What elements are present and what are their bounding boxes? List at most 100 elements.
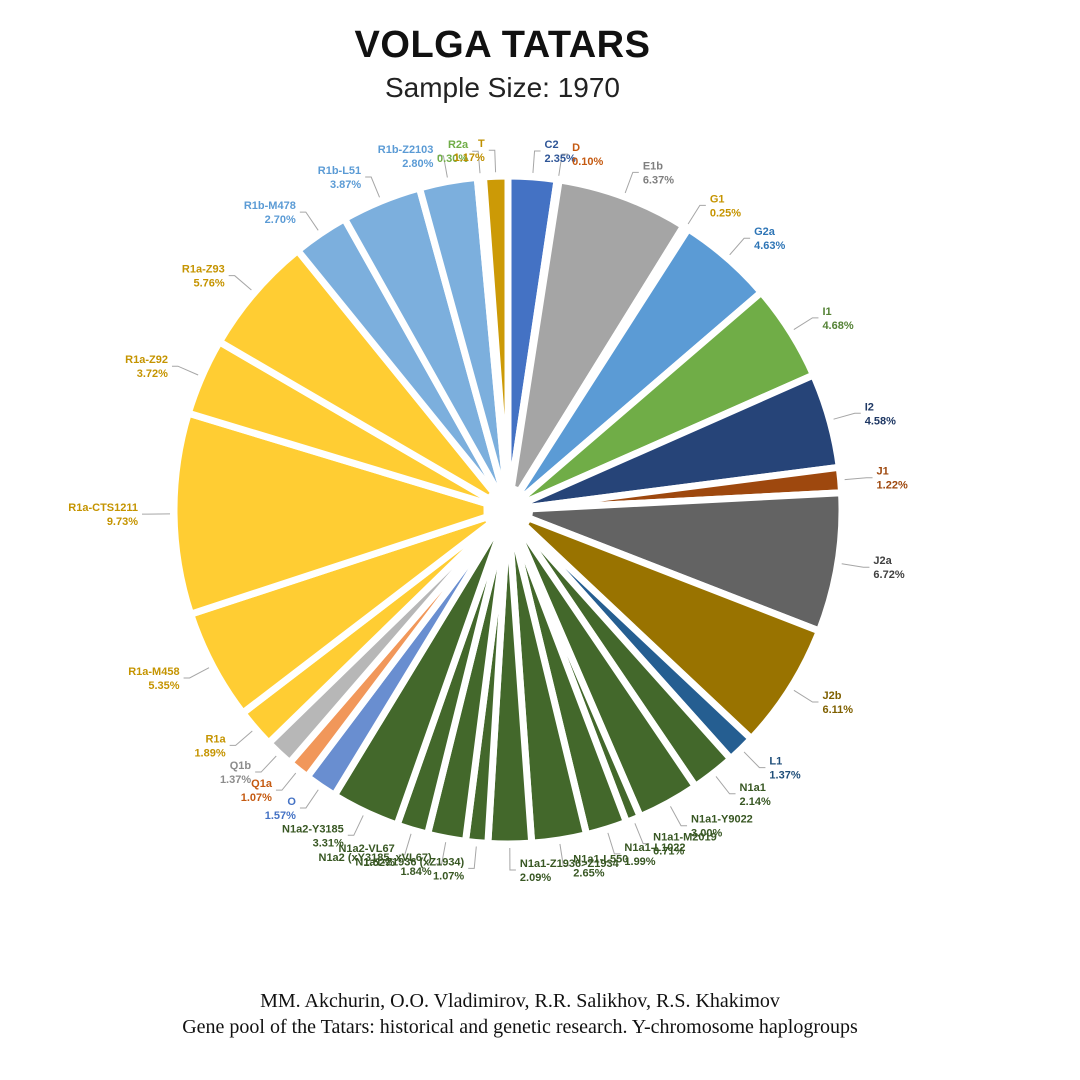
leader-line-c2 [532, 150, 541, 173]
citation-title: Gene pool of the Tatars: historical and … [182, 1016, 858, 1038]
slice-label-g1: G1 0.25% [710, 193, 741, 219]
slice-label-j1: J1 1.22% [877, 466, 908, 492]
slice-label-r1a: R1a 1.89% [194, 733, 226, 759]
slice-label-percent: 1.17% [454, 152, 485, 164]
slice-label-name: N1a2-VL67 [338, 843, 394, 855]
leader-line-l1 [743, 751, 766, 769]
label-leader-lines [142, 149, 873, 871]
slice-label-r1a-z92: R1a-Z92 3.72% [125, 354, 168, 380]
slice-label-percent: 9.73% [107, 516, 138, 528]
slice-label-name: N1a1-Z1936>Z1934 [520, 858, 620, 870]
slice-label-name: R1a-M458 [128, 666, 179, 678]
slice-label-name: N1a2-Y3185 [282, 823, 344, 835]
slice-label-r1a-m458: R1a-M458 5.35% [128, 666, 180, 692]
leader-line-d [558, 153, 569, 176]
slice-label-name: N1a1-L550 [573, 854, 628, 866]
slice-label-r1b-z2103: R1b-Z2103 2.80% [378, 144, 434, 170]
leader-line-j2a [841, 563, 870, 568]
slice-label-j2a: J2a 6.72% [873, 555, 904, 581]
leader-line-n1a1-l550 [559, 843, 570, 867]
slice-label-percent: 2.35% [545, 153, 576, 165]
pie-center-hole [486, 488, 530, 532]
slice-label-name: I2 [865, 401, 874, 413]
slice-label-g2a: G2a 4.63% [754, 226, 785, 252]
leader-line-o [299, 789, 319, 809]
leader-line-n1a1-l1022 [607, 832, 621, 855]
slice-label-n1a1-l550: N1a1-L550 2.65% [573, 854, 628, 880]
slice-label-percent: 1.57% [265, 810, 296, 822]
leader-line-i1 [793, 317, 819, 331]
slice-label-name: Q1b [230, 760, 252, 772]
slice-label-name: J1 [877, 466, 889, 478]
leader-line-g1 [687, 204, 706, 225]
slice-label-percent: 4.68% [822, 320, 853, 332]
slice-label-r1b-l51: R1b-L51 3.87% [318, 165, 362, 191]
leader-line-g2a [729, 237, 751, 256]
slice-label-percent: 4.58% [865, 415, 896, 427]
leader-line-n1a1 [715, 776, 736, 795]
leader-line-r1a [229, 730, 253, 746]
slice-label-d: D 0.10% [572, 142, 603, 168]
leader-line-e1b [624, 171, 639, 194]
slice-label-name: Q1a [251, 778, 273, 790]
slice-label-percent: 2.80% [402, 158, 433, 170]
slice-label-percent: 1.84% [400, 866, 431, 878]
slice-label-q1b: Q1b 1.37% [220, 760, 251, 786]
slice-label-percent: 6.11% [823, 704, 854, 716]
slice-label-percent: 1.52% [364, 857, 395, 869]
slice-label-percent: 2.09% [520, 872, 551, 884]
slice-label-percent: 3.00% [691, 828, 722, 840]
leader-line-n1a2-xy3185-xvl67 [435, 842, 447, 865]
slice-label-name: O [287, 796, 296, 808]
slice-label-percent: 3.72% [137, 368, 168, 380]
leader-line-j2b [793, 689, 819, 703]
slice-label-n1a1-z1936-xz1934: N1a1-Z1936 (xZ1934) 1.07% [355, 856, 464, 882]
slice-label-name: D [572, 142, 580, 154]
slice-label-n1a1: N1a1 2.14% [740, 782, 771, 808]
slice-label-t: T 1.17% [454, 138, 485, 164]
leader-line-r1b-z2103 [437, 155, 448, 178]
slice-label-name: G1 [710, 193, 725, 205]
leader-line-i2 [833, 412, 861, 420]
leader-line-q1b [255, 755, 277, 773]
slice-label-name: T [478, 138, 485, 150]
slice-label-percent: 1.99% [624, 856, 655, 868]
slice-label-n1a2-y3185: N1a2-Y3185 3.31% [282, 823, 344, 849]
leader-line-n1a1-z1936-xz1934 [468, 846, 477, 869]
leader-line-r1a-m458 [183, 667, 210, 679]
slice-label-name: N1a2 (xY3185. xVL67) [319, 852, 432, 864]
slice-label-i2: I2 4.58% [865, 401, 896, 427]
leader-line-n1a1-y9022 [670, 806, 688, 827]
slice-label-percent: 5.35% [148, 680, 179, 692]
slice-label-name: I1 [822, 306, 831, 318]
slice-label-name: N1a1 [740, 782, 766, 794]
chart-subtitle: Sample Size: 1970 [384, 72, 621, 103]
slice-label-q1a: Q1a 1.07% [241, 778, 273, 804]
leader-line-r1b-l51 [365, 176, 380, 198]
slice-label-percent: 0.30% [437, 153, 468, 165]
slice-label-r2a: R2a 0.30% [437, 139, 469, 165]
slice-label-r1b-m478: R1b-M478 2.70% [244, 200, 296, 226]
slice-label-name: G2a [754, 226, 776, 238]
slice-label-percent: 0.10% [572, 156, 603, 168]
slice-label-name: N1a1-L1022 [624, 842, 685, 854]
leader-line-r2a [472, 150, 481, 174]
slice-label-percent: 2.65% [573, 868, 604, 880]
slice-label-name: N1a1-Z1936 (xZ1934) [355, 856, 464, 868]
slice-label-name: N1a1-Y9022 [691, 814, 753, 826]
slice-label-name: J2a [873, 555, 892, 567]
slice-label-name: L1 [769, 756, 782, 768]
slice-label-percent: 3.31% [313, 837, 344, 849]
slice-label-name: R1b-L51 [318, 165, 361, 177]
slice-label-name: R2a [448, 139, 469, 151]
leader-line-n1a1-z1936-z1934 [509, 847, 516, 871]
slice-label-name: R1b-M478 [244, 200, 296, 212]
leader-line-q1a [275, 772, 297, 791]
slice-label-name: R1a [205, 733, 226, 745]
slice-label-percent: 6.37% [643, 174, 674, 186]
pie-labels: C2 2.35%D 0.10% E1b 6.37% G1 0.25% G2a 4.63% I1 4.… [68, 138, 908, 884]
slice-label-r1a-z93: R1a-Z93 5.76% [182, 264, 225, 290]
leader-line-n1a1-m2019 [634, 823, 650, 845]
slice-label-percent: 5.76% [193, 278, 224, 290]
slice-label-percent: 1.22% [877, 480, 908, 492]
